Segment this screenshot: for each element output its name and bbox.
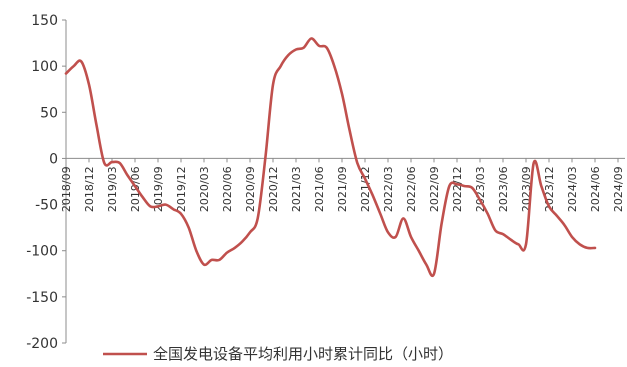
x-tick-label: 2019/12 xyxy=(175,166,188,212)
x-tick-label: 2024/03 xyxy=(566,166,579,212)
x-tick-label: 2021/06 xyxy=(313,166,326,212)
x-tick-label: 2020/09 xyxy=(244,166,257,212)
x-tick-label: 2023/03 xyxy=(474,166,487,212)
y-tick-label: 150 xyxy=(31,13,58,29)
x-tick-label: 2024/09 xyxy=(612,166,625,212)
x-tick-label: 2022/12 xyxy=(451,166,464,212)
x-tick-label: 2022/09 xyxy=(428,166,441,212)
y-tick-label: -50 xyxy=(35,198,58,214)
x-tick-label: 2020/12 xyxy=(267,166,280,212)
y-tick-label: 50 xyxy=(40,105,58,121)
legend: 全国发电设备平均利用小时累计同比（小时） xyxy=(103,345,453,363)
x-tick-label: 2018/12 xyxy=(83,166,96,212)
series-line xyxy=(64,37,597,278)
x-tick-label: 2019/03 xyxy=(106,166,119,212)
x-tick-label: 2022/06 xyxy=(405,166,418,212)
x-tick-label: 2019/09 xyxy=(152,166,165,212)
x-tick-label: 2019/06 xyxy=(129,166,142,212)
x-tick-label: 2021/12 xyxy=(359,166,372,212)
y-tick-label: -150 xyxy=(26,290,58,306)
y-tick-label: -200 xyxy=(26,336,58,352)
y-tick-label: -100 xyxy=(26,244,58,260)
x-tick-label: 2018/09 xyxy=(60,166,73,212)
x-tick-label: 2023/06 xyxy=(497,166,510,212)
x-tick-label: 2021/09 xyxy=(336,166,349,212)
y-axis: 150 100 50 0 -50 -100 -150 -200 xyxy=(26,13,67,352)
x-axis: 2018/09 2018/12 2019/03 2019/06 2019/09 2019/… xyxy=(60,157,625,212)
x-tick-label: 2022/03 xyxy=(382,166,395,212)
x-tick-label: 2020/06 xyxy=(221,166,234,212)
y-tick-label: 0 xyxy=(49,151,58,167)
series-group xyxy=(64,37,597,278)
y-tick-label: 100 xyxy=(31,59,58,75)
x-tick-label: 2021/03 xyxy=(290,166,303,212)
legend-label: 全国发电设备平均利用小时累计同比（小时） xyxy=(153,345,453,363)
x-tick-label: 2024/06 xyxy=(589,166,602,212)
x-tick-label: 2020/03 xyxy=(198,166,211,212)
